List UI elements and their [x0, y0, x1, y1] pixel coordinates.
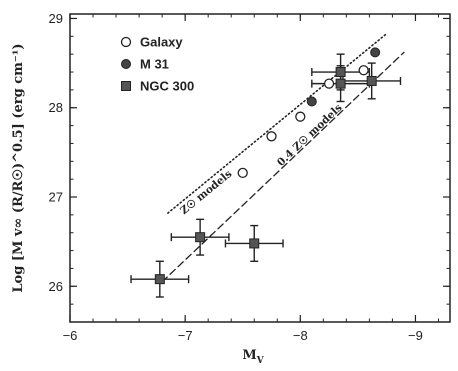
galaxy-point: [237, 167, 248, 179]
low-z-model-label: 0.4 Z☉ models: [275, 102, 345, 169]
low-z-model-line: [161, 51, 405, 283]
y-tick-label: 28: [49, 100, 63, 115]
legend-ngc300-marker: [121, 81, 131, 91]
galaxy-point: [295, 111, 306, 122]
data-points: [154, 47, 381, 285]
x-tick-label: −7: [178, 328, 193, 343]
y-tick-label: 29: [49, 11, 63, 26]
x-tick-label: −8: [293, 328, 308, 343]
y-tick-label: 27: [49, 190, 63, 205]
galaxy-point: [323, 78, 335, 89]
legend-label: M 31: [140, 57, 169, 72]
x-tick-label: −6: [63, 328, 78, 343]
legend-galaxy-marker: [120, 36, 132, 48]
galaxy-point: [266, 131, 277, 142]
ngc300-point: [195, 232, 206, 243]
solar-z-model-label: Z☉ models: [178, 168, 234, 217]
ngc300-point: [249, 238, 260, 249]
ngc300-point: [335, 67, 346, 78]
x-axis-title-sub: V: [256, 356, 265, 366]
legend-label: Galaxy: [140, 35, 183, 50]
tick-labels: −6 −7 −8 −9 26 27 28 29: [49, 11, 423, 343]
x-axis-title-main: M: [242, 348, 256, 363]
legend: Galaxy M 31 NGC 300: [120, 35, 194, 94]
ngc300-point: [335, 78, 346, 89]
m31-point: [370, 47, 381, 58]
y-axis-title: Log [M v∞ (R/R☉)^0.5] (erg cm⁻¹): [11, 43, 26, 292]
ngc300-point: [366, 75, 377, 86]
galaxy-point: [358, 65, 369, 76]
plot-frame: [69, 13, 451, 323]
x-tick-label: −9: [408, 328, 423, 343]
m31-point: [306, 96, 317, 107]
ngc300-point: [154, 274, 165, 285]
legend-m31-marker: [121, 59, 131, 69]
x-axis-title: MV: [242, 348, 264, 366]
legend-label: NGC 300: [140, 79, 194, 94]
y-tick-label: 26: [49, 279, 63, 294]
solar-z-model-line: [167, 32, 388, 214]
